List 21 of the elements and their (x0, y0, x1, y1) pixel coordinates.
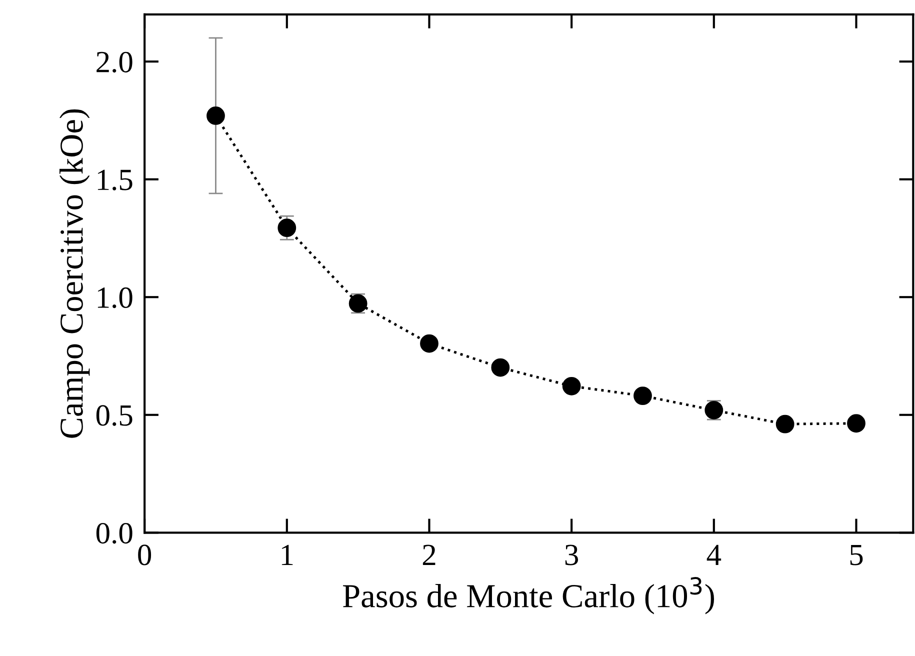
point (847, 414, 866, 433)
x-tick-label: 0 (138, 544, 152, 566)
x-axis-title: Pasos de Monte Carlo (10$^{3}$) (342, 577, 714, 614)
point (491, 358, 510, 377)
point (634, 386, 652, 406)
y-tick-label: 1.5 (98, 170, 132, 190)
x-tick-label: 3 (565, 544, 578, 566)
point (278, 218, 296, 238)
point (206, 106, 225, 125)
x-tick-label: 1 (282, 544, 293, 565)
y-tick-label: 2.0 (96, 52, 132, 73)
y-tick-label: 0.5 (96, 405, 132, 426)
y-tick-label: 0.0 (96, 522, 132, 544)
point (420, 334, 438, 353)
point (562, 376, 581, 396)
y-tick-label: 1.0 (98, 287, 132, 308)
point (776, 414, 794, 434)
y-axis-title: Campo Coercitivo (kOe) (59, 109, 90, 438)
x-tick-label: 2 (422, 544, 436, 565)
x-tick-label: 5 (850, 544, 863, 566)
x-tick-label: 4 (706, 544, 722, 565)
